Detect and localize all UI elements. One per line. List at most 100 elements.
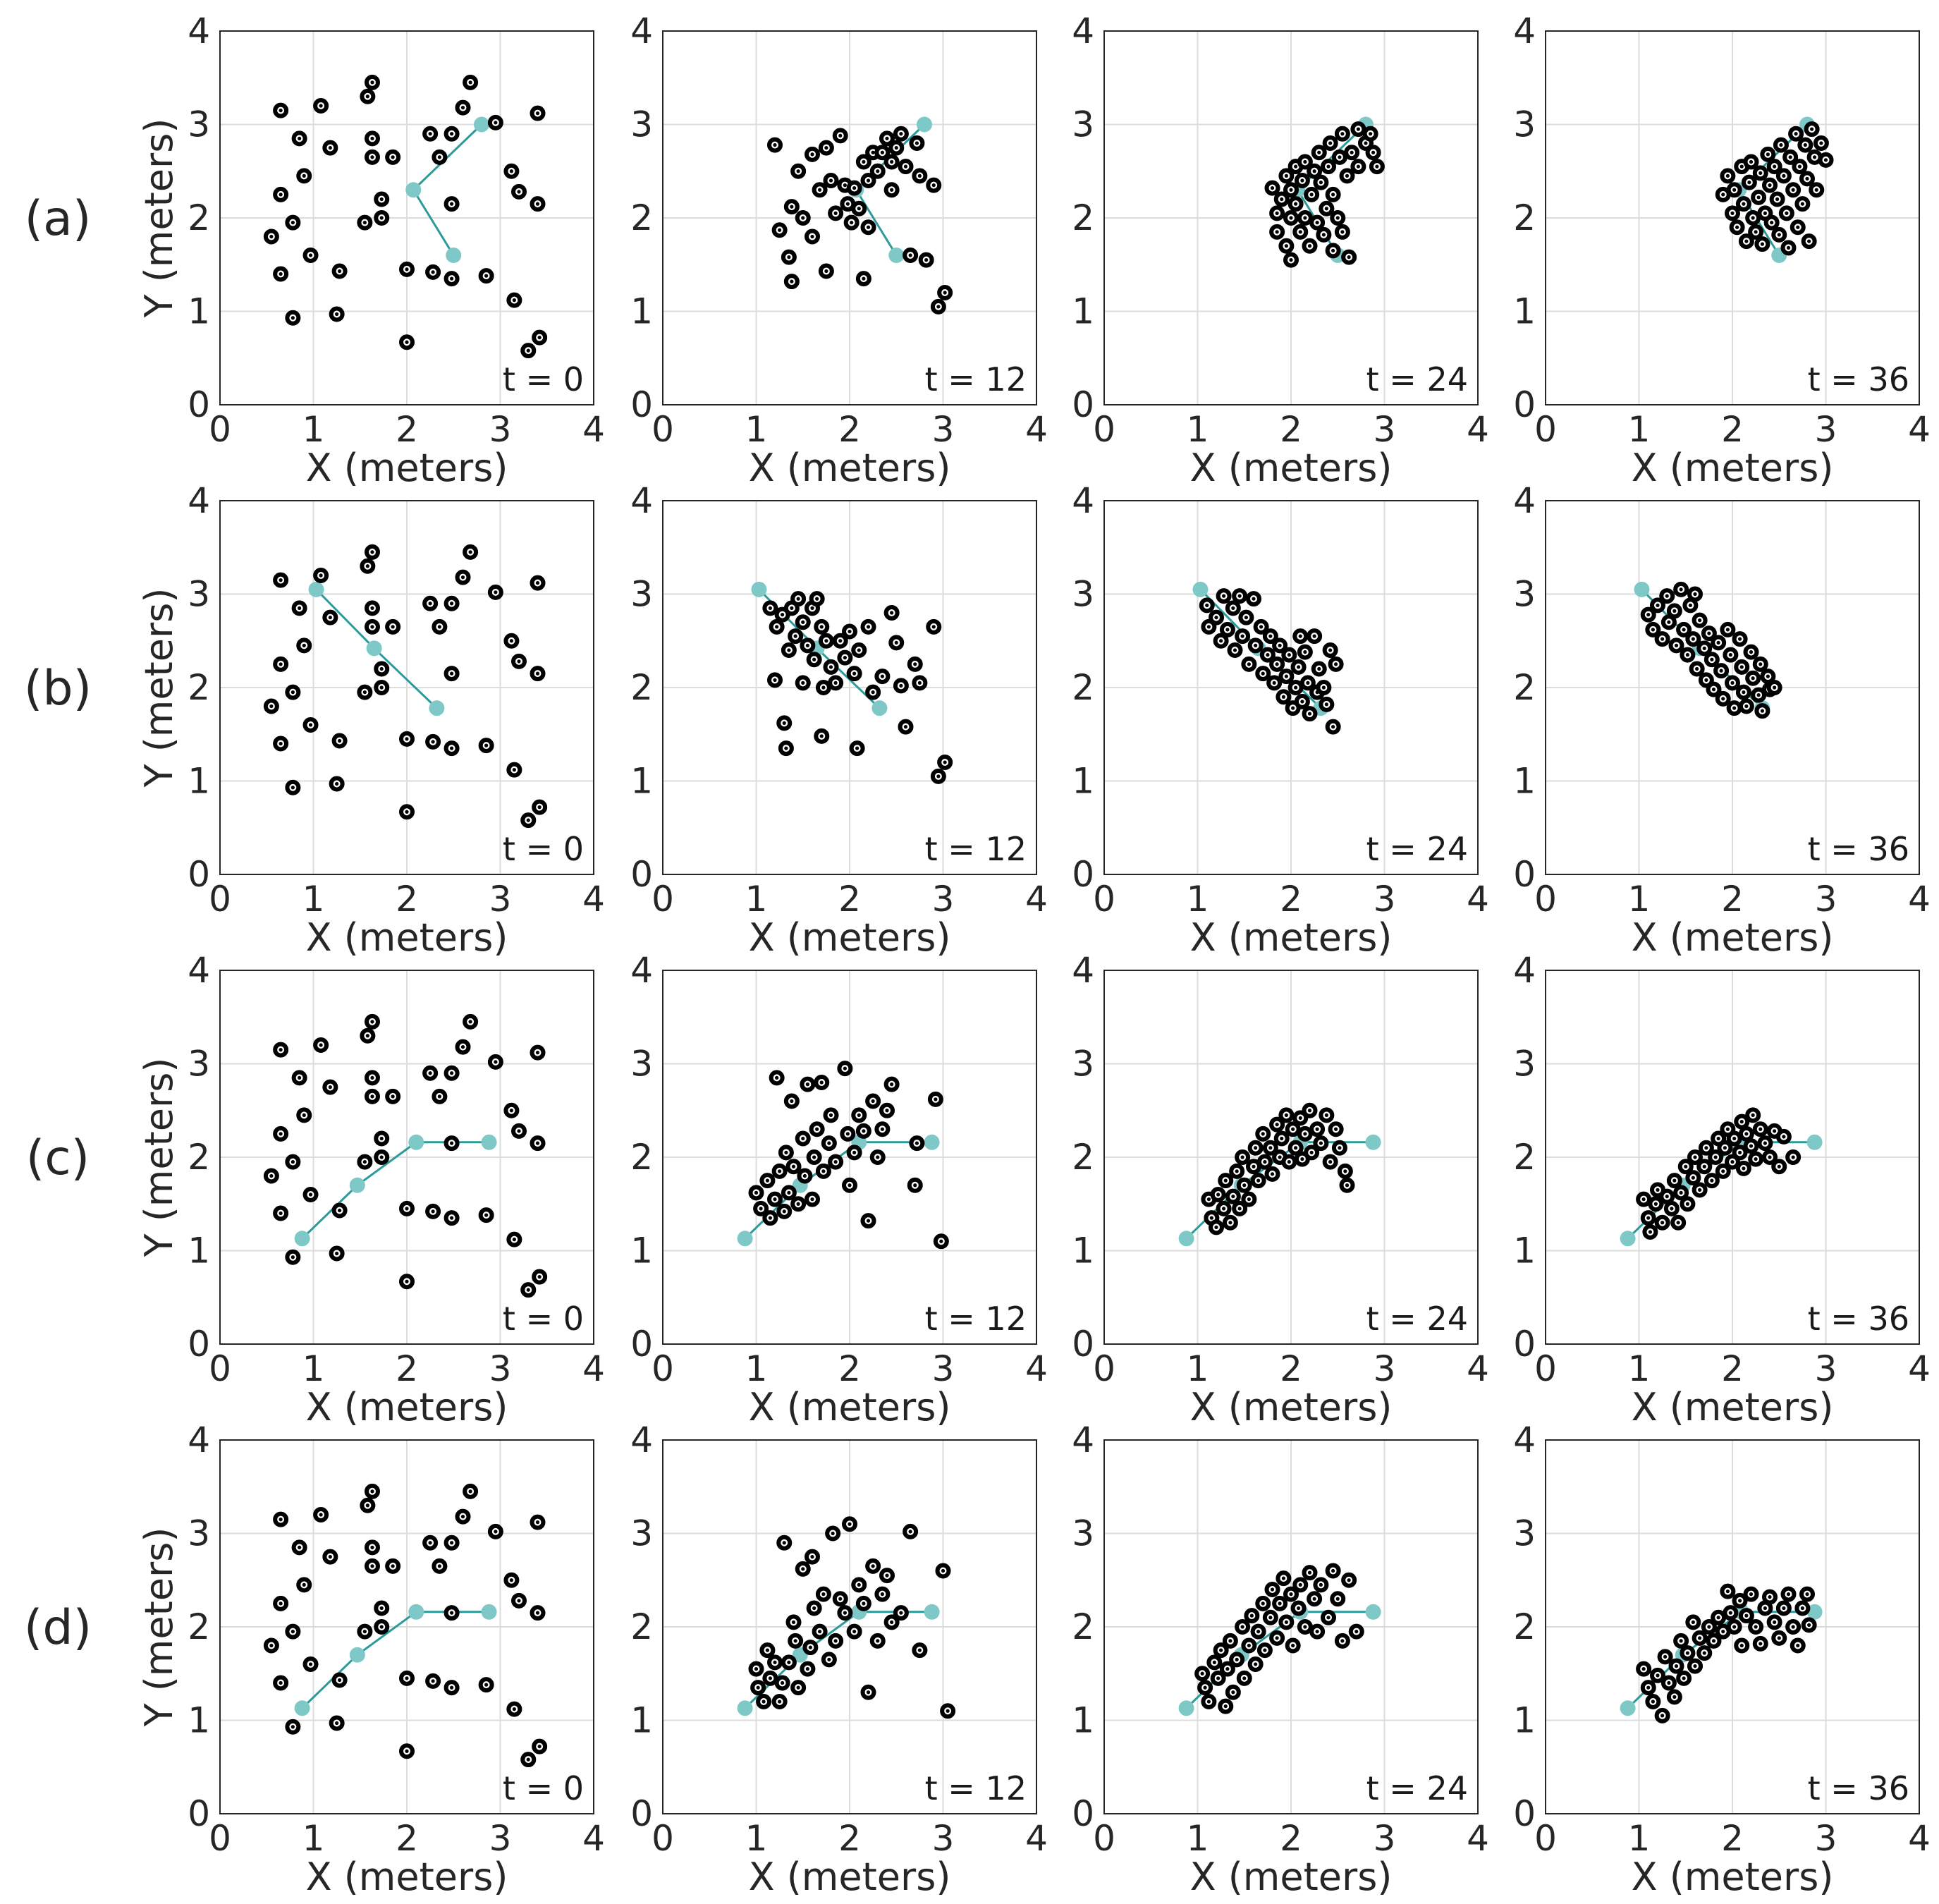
x-tick-label: 0: [209, 1348, 231, 1389]
robot-point-center: [913, 1183, 917, 1188]
robot-point-center: [1730, 681, 1735, 685]
y-tick-label: 0: [1513, 854, 1536, 895]
y-tick-label: 2: [630, 197, 653, 238]
robot-point-center: [1679, 1190, 1683, 1195]
robot-point-center: [1270, 1587, 1275, 1592]
robot-point-center: [1704, 1146, 1708, 1150]
robot-point-center: [768, 606, 772, 610]
robot-point-center: [1237, 594, 1242, 598]
robot-point-center: [759, 1207, 763, 1211]
robot-point-center: [1758, 171, 1763, 175]
robot-point-center: [1656, 1673, 1660, 1678]
robot-point-center: [871, 1099, 875, 1104]
robot-point-center: [468, 1020, 472, 1024]
robot-point-center: [1291, 706, 1295, 710]
panel: 0 1 2 3 4 0 1 2 3 4 X (meters) Y (meters) t = 0: [137, 480, 605, 960]
robot-point-center: [537, 805, 542, 810]
leader-marker: [481, 1134, 497, 1150]
x-tick-label: 3: [1374, 409, 1396, 450]
robot-point-center: [319, 573, 323, 578]
x-tick-label: 4: [1467, 1818, 1489, 1859]
robot-point-center: [871, 690, 875, 695]
robot-point-center: [370, 1020, 374, 1024]
leader-marker: [405, 182, 422, 198]
robot-point-center: [810, 606, 814, 610]
robot-point-center: [1300, 178, 1304, 183]
robot-point-center: [1249, 1613, 1254, 1618]
robot-point-center: [279, 193, 283, 197]
robot-point-center: [1641, 1667, 1646, 1671]
plot-frame: [219, 1439, 594, 1814]
x-tick-label: 1: [1628, 409, 1651, 450]
robot-point-center: [1216, 1192, 1221, 1197]
robot-point-center: [535, 671, 540, 676]
robot-point-center: [1807, 239, 1811, 243]
robot-point-center: [1768, 1155, 1772, 1159]
panel: 0 1 2 3 4 0 1 2 3 4 X (meters) t = 24: [1072, 1420, 1489, 1899]
x-tick-label: 0: [652, 1818, 674, 1859]
plot-frame: [1545, 30, 1920, 405]
x-tick-label: 4: [1908, 409, 1931, 450]
robot-point-center: [1334, 662, 1338, 666]
robot-point-center: [756, 1685, 760, 1690]
robot-point-center: [1744, 1613, 1749, 1618]
leader-marker: [924, 1604, 940, 1620]
robot-point-center: [1739, 164, 1744, 169]
x-tick-label: 3: [1815, 409, 1837, 450]
robot-point-center: [460, 575, 465, 580]
plot-frame: [662, 1439, 1037, 1814]
plot-frame: [219, 30, 594, 405]
robot-point-center: [1796, 1643, 1800, 1648]
plot-frame: [1103, 500, 1479, 875]
robot-point-center: [1663, 1654, 1668, 1659]
robot-point-center: [405, 810, 409, 814]
time-label: t = 12: [925, 1300, 1027, 1338]
leader-marker: [349, 1647, 365, 1663]
panel: 0 1 2 3 4 0 1 2 3 4 X (meters) Y (meters) t = 0: [137, 1420, 605, 1899]
robot-point-center: [1749, 650, 1754, 654]
robot-point-center: [1670, 1207, 1674, 1211]
leader-marker: [751, 581, 767, 597]
robot-point-center: [1317, 150, 1321, 154]
robot-point-center: [1710, 1178, 1714, 1183]
robot-point-center: [1653, 1202, 1658, 1206]
robot-point-center: [805, 1667, 809, 1671]
y-tick-label: 2: [630, 1606, 653, 1647]
robot-point-center: [791, 1164, 796, 1168]
robot-point-center: [308, 1192, 313, 1197]
x-axis-label: X (meters): [1190, 1385, 1393, 1429]
robot-point-center: [876, 169, 880, 173]
robot-point-center: [1289, 258, 1293, 262]
leader-marker: [1365, 1134, 1381, 1150]
plot-frame: [662, 500, 1037, 875]
y-tick-label: 2: [1072, 1606, 1094, 1647]
robot-point-center: [517, 1129, 521, 1133]
robot-point-center: [1782, 1135, 1786, 1139]
robot-point-center: [819, 734, 824, 738]
robot-point-center: [1321, 233, 1326, 237]
x-tick-label: 0: [1534, 1818, 1557, 1859]
robot-point-center: [1275, 230, 1279, 234]
robot-point-center: [833, 1639, 838, 1643]
y-tick-label: 1: [188, 1700, 210, 1741]
robot-point-center: [1791, 188, 1795, 192]
robot-point-center: [1275, 1636, 1279, 1640]
robot-point-center: [827, 1141, 831, 1145]
x-axis-label: X (meters): [1190, 1855, 1393, 1899]
robot-point-center: [943, 760, 947, 764]
leader-marker: [1806, 1604, 1823, 1620]
robot-point-center: [1300, 1157, 1304, 1161]
robot-point-center: [1773, 1620, 1777, 1624]
robot-point-center: [450, 746, 454, 750]
robot-point-center: [450, 1071, 454, 1075]
x-tick-label: 1: [1628, 1818, 1651, 1859]
robot-point-center: [828, 665, 833, 669]
robot-point-center: [1760, 242, 1764, 246]
robot-point-center: [838, 133, 843, 138]
robot-point-center: [862, 1601, 866, 1606]
robot-point-center: [1651, 1699, 1655, 1704]
robot-point-center: [1319, 1141, 1323, 1145]
y-tick-label: 2: [1513, 1137, 1536, 1178]
y-tick-label: 1: [1072, 291, 1094, 332]
robot-point-center: [1354, 1630, 1359, 1634]
